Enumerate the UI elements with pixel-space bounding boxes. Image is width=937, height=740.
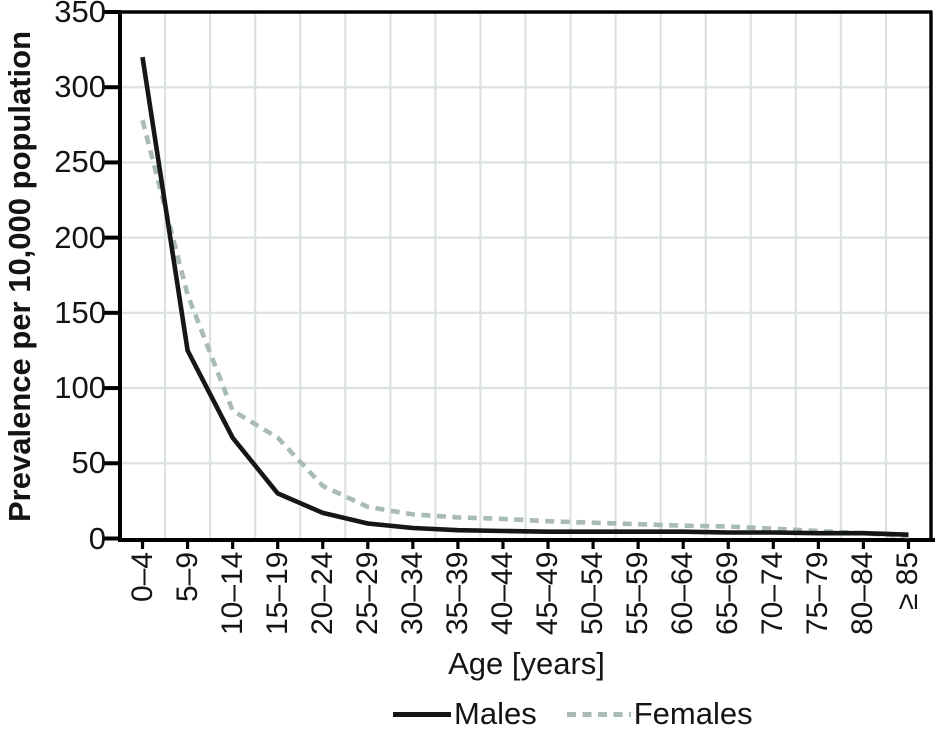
y-tick-label: 0	[88, 520, 106, 556]
y-tick-label: 100	[54, 370, 106, 406]
x-tick-label: 40–44	[485, 552, 519, 636]
x-tick-label: 55–59	[621, 552, 655, 636]
females-series-line	[140, 119, 909, 539]
x-tick-label: 35–39	[440, 552, 474, 636]
x-tick-label: 10–14	[215, 552, 249, 636]
females-line-swatch	[566, 711, 631, 717]
x-tick-label: 15–19	[260, 552, 294, 636]
males-series-line	[140, 56, 909, 537]
y-tick-label: 50	[71, 445, 106, 481]
x-tick-label: 50–54	[576, 552, 610, 636]
x-tick-label: 20–24	[305, 552, 339, 636]
y-tick-label: 200	[54, 219, 106, 255]
y-tick-label: 250	[54, 144, 106, 180]
x-tick-label: ≥ 85	[891, 552, 925, 611]
x-tick-label: 5–9	[170, 552, 204, 603]
x-tick-label: 45–49	[531, 552, 565, 636]
x-tick-label: 25–29	[350, 552, 384, 636]
x-tick-label: 70–74	[756, 552, 790, 636]
x-tick-label: 80–84	[846, 552, 880, 636]
x-tick-label: 0–4	[125, 552, 159, 603]
males-line-swatch	[393, 711, 451, 717]
x-tick-label: 30–34	[395, 552, 429, 636]
x-axis-title: Age [years]	[448, 646, 605, 681]
x-tick-label: 60–64	[666, 552, 700, 636]
y-tick-label: 150	[54, 294, 106, 330]
x-tick-label: 75–79	[801, 552, 835, 636]
legend-label-males: Males	[454, 696, 537, 731]
x-tick-label: 65–69	[711, 552, 745, 636]
legend: Males Females	[393, 692, 753, 736]
legend-label-females: Females	[633, 696, 753, 731]
y-tick-label: 300	[54, 69, 106, 105]
y-tick-label: 350	[54, 0, 106, 29]
